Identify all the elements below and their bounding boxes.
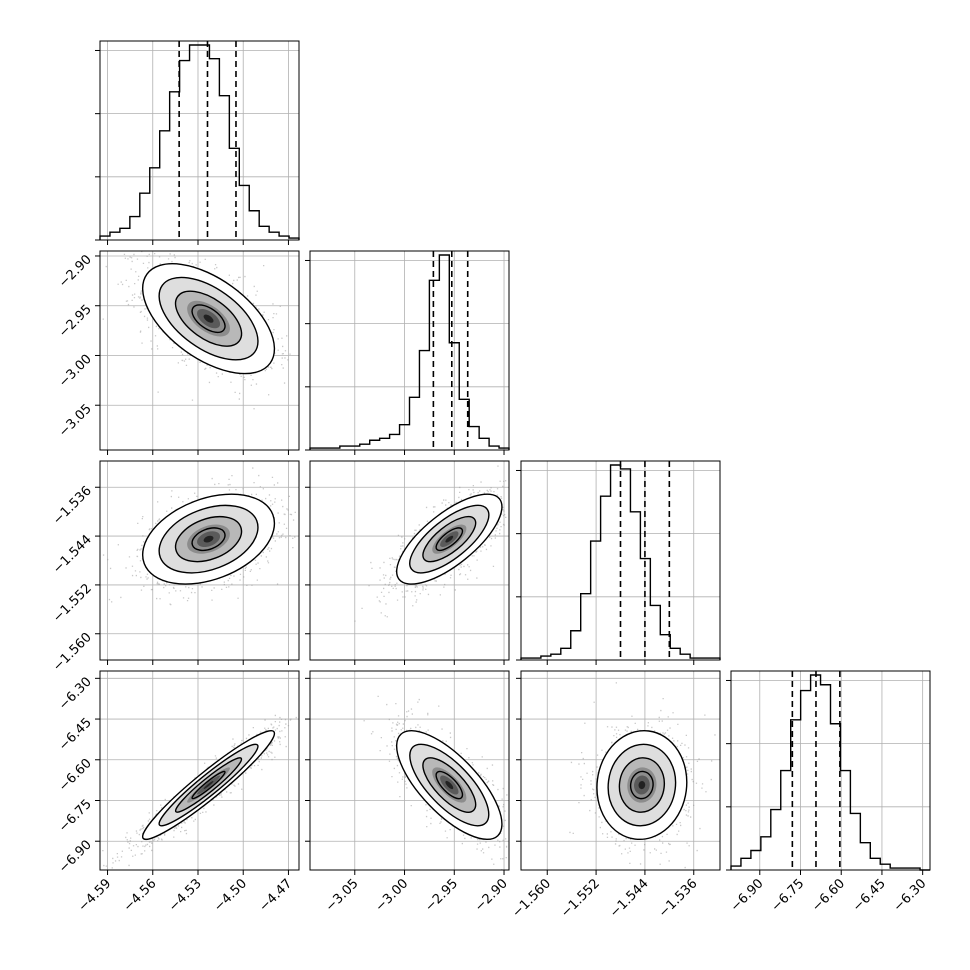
xtick-label-2-3: −1.536 [656,876,701,921]
pair-panel-1-2 [309,460,510,661]
pair-2-contour-2 [409,504,490,574]
hist-panel-0 [95,40,300,241]
pair-panel-1-2-frame [309,460,510,661]
pair-3-contour-0 [191,770,226,800]
xtick-label-2-1: −1.552 [558,876,603,921]
pair-5-contour-2 [607,743,677,827]
pair-5-content [569,682,716,869]
pair-5-samples [569,682,716,869]
pair-1-contour-3 [141,493,276,585]
xtick-label-3-4: −6.30 [891,876,930,915]
pair-1-content [102,467,296,606]
pair-3-contour-1 [174,757,243,813]
ytick-label-1-1: −3.00 [56,352,95,391]
pair-panel-0-3-frame [99,670,300,871]
ytick-label-2-2: −1.544 [50,532,95,577]
pair-panel-2-3 [520,670,721,871]
ytick-label-3-2: −6.60 [56,756,95,795]
xtick-label-0-0: −4.59 [76,876,115,915]
pair-3-content [102,698,299,869]
hist-panel-0-background [100,41,299,240]
xtick-label-3-2: −6.60 [809,876,848,915]
ytick-label-1-0: −3.05 [56,401,95,440]
xtick-label-1-1: −3.00 [373,876,412,915]
pair-3-contour-2 [158,743,259,827]
pair-0-content [102,251,291,410]
ytick-label-2-1: −1.552 [50,581,95,626]
ytick-label-3-4: −6.30 [56,675,95,714]
hist-panel-1-frame [309,250,510,451]
pair-3-contour-3 [141,729,276,841]
xtick-label-1-3: −2.90 [472,876,511,915]
pair-panel-0-1 [99,250,300,451]
xtick-label-3-3: −6.45 [850,876,889,915]
xtick-label-3-0: −6.90 [728,876,767,915]
pair-panel-1-3 [309,670,510,871]
hist-1-steps [309,254,510,450]
pair-panel-0-2-frame [99,460,300,661]
pair-3-samples [102,698,299,869]
pair-2-contour-3 [395,493,503,585]
pair-panel-1-3-frame [309,670,510,871]
pair-1-contour-2 [158,504,259,574]
pair-5-contour-0 [629,770,654,800]
hist-panel-2-background [521,461,720,660]
xtick-label-2-2: −1.544 [607,876,652,921]
pair-5-contour-1 [618,757,666,813]
xtick-label-3-1: −6.75 [769,876,808,915]
pair-5-contour-3 [596,730,688,841]
pair-panel-0-3 [99,670,300,871]
pair-panel-0-1-frame [99,250,300,451]
pair-2-contour-0 [435,527,464,552]
pair-1-density-5 [203,535,214,543]
ytick-label-3-0: −6.90 [56,837,95,876]
pair-0-contour-3 [141,263,276,375]
pair-2-contour-1 [422,515,477,563]
hist-panel-0-frame [99,40,300,241]
hist-0-steps [99,44,300,240]
xtick-label-1-2: −2.95 [422,876,461,915]
xtick-label-0-4: −4.47 [256,876,295,915]
pair-4-contour-0 [435,770,464,800]
pair-4-contour-1 [422,757,477,813]
pair-4-density-5 [445,780,454,790]
pair-0-contour-1 [174,290,243,347]
pair-0-contour-2 [158,276,259,361]
pair-1-contour-1 [174,515,243,563]
hist-panel-3 [726,670,931,871]
xtick-label-0-2: −4.53 [166,876,205,915]
pair-4-contour-3 [395,729,503,841]
ytick-label-2-0: −1.560 [50,630,95,675]
hist-panel-2 [516,460,721,661]
pair-panel-2-3-frame [520,670,721,871]
xtick-label-2-0: −1.560 [509,876,554,921]
pair-5-density-5 [638,780,646,790]
hist-panel-1 [305,250,510,451]
pair-1-contour-0 [191,527,226,552]
xtick-label-1-0: −3.05 [323,876,362,915]
pair-3-density-5 [203,780,214,790]
ytick-label-1-2: −2.95 [56,302,95,341]
pair-panel-0-3-background [100,671,299,870]
ytick-label-2-3: −1.536 [50,483,95,528]
ytick-label-1-3: −2.90 [56,252,95,291]
ytick-label-3-1: −6.75 [56,797,95,836]
hist-3-steps [730,674,930,871]
hist-panel-2-frame [520,460,721,661]
hist-panel-3-frame [730,670,931,871]
xtick-label-0-3: −4.50 [211,876,250,915]
pair-2-content [354,465,507,622]
pair-panel-0-2 [99,460,300,661]
pair-0-density-5 [203,314,214,323]
pair-0-contour-0 [191,304,226,334]
ytick-label-3-3: −6.45 [56,715,95,754]
pair-4-content [363,695,508,870]
xtick-label-0-1: −4.56 [121,876,160,915]
pair-2-density-5 [445,535,454,543]
pair-4-contour-2 [409,743,490,827]
